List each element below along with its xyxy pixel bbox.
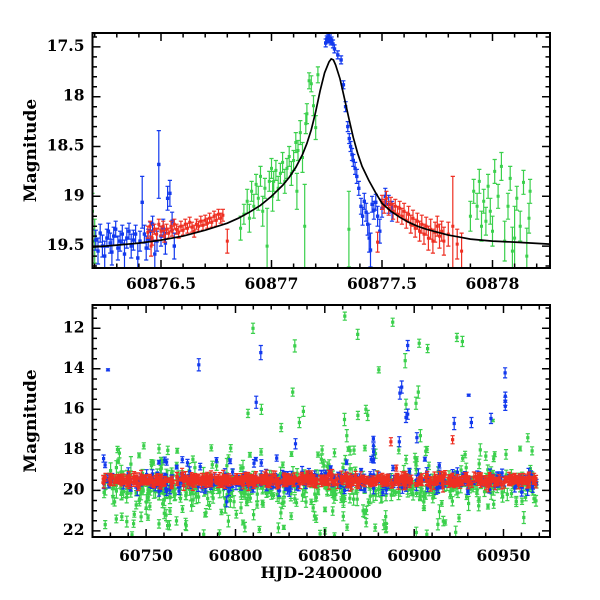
y-tick-label: 18: [63, 439, 85, 458]
axes-frame-overview: [91, 304, 551, 538]
series-green: [101, 311, 539, 537]
data-points-red: [101, 438, 538, 490]
x-tick-label: 60750: [119, 546, 173, 565]
y-tick-label: 17.5: [47, 36, 85, 55]
y-axis-label-detail: Magnitude: [21, 99, 41, 203]
model-light-curve: [92, 57, 550, 248]
x-tick-label: 60850: [298, 546, 352, 565]
series-green: [92, 66, 533, 268]
x-axis-label: HJD-2400000: [261, 563, 382, 582]
axes-frame-detail: [91, 32, 551, 269]
ticks-detail: [92, 33, 550, 268]
y-tick-label: 20: [63, 479, 85, 498]
x-tick-label: 60878: [466, 274, 520, 293]
series-red: [101, 435, 539, 493]
x-tick-label: 60877.5: [347, 274, 417, 293]
panel-overview: 60750 60800 60850 60900 60950 12 14 16 18 20 22 Mag…: [21, 304, 551, 582]
y-tick-label: 18.5: [47, 136, 85, 155]
y-tick-label: 22: [63, 520, 85, 539]
x-tick-label: 60950: [477, 546, 531, 565]
y-axis-label-overview: Magnitude: [21, 369, 41, 473]
y-tick-label: 16: [63, 398, 85, 417]
y-tick-label: 18: [63, 86, 85, 105]
y-tick-label: 12: [63, 317, 85, 336]
panel-detail: 60876.5 60877 60877.5 60878 17.5 18 18.5 19 19.5…: [21, 32, 551, 293]
y-tick-label: 19: [63, 185, 85, 204]
x-tick-label: 60876.5: [126, 274, 196, 293]
x-tick-label: 60900: [387, 546, 441, 565]
data-points-green: [102, 314, 539, 537]
x-tick-label: 60800: [209, 546, 263, 565]
x-tick-label: 60877: [245, 274, 299, 293]
y-tick-label: 19.5: [47, 235, 85, 254]
data-points-blue: [102, 343, 539, 504]
y-tick-label: 14: [63, 358, 85, 377]
ticks-overview: [91, 305, 550, 537]
